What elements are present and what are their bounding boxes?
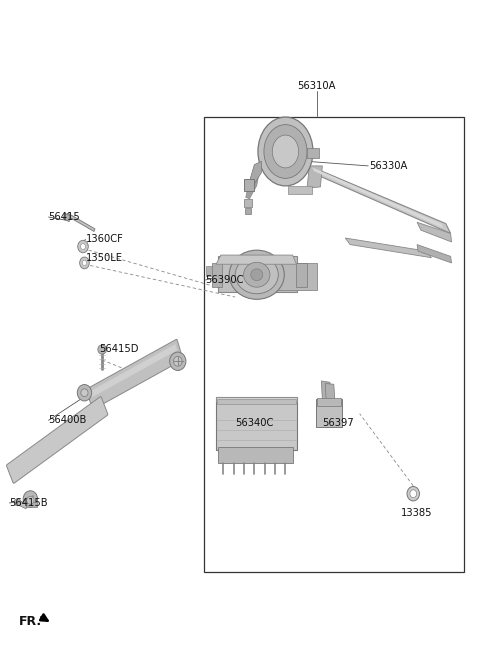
Ellipse shape xyxy=(77,384,92,401)
Polygon shape xyxy=(24,501,36,507)
Polygon shape xyxy=(18,500,27,509)
Polygon shape xyxy=(310,166,451,233)
Text: 56400B: 56400B xyxy=(48,415,87,425)
Text: 56330A: 56330A xyxy=(369,161,408,171)
Ellipse shape xyxy=(173,356,182,366)
Ellipse shape xyxy=(80,257,89,269)
Polygon shape xyxy=(218,256,298,292)
Polygon shape xyxy=(345,238,432,258)
Ellipse shape xyxy=(258,117,313,186)
Ellipse shape xyxy=(82,260,86,265)
Polygon shape xyxy=(246,171,259,198)
Ellipse shape xyxy=(23,491,37,507)
Polygon shape xyxy=(212,263,222,287)
Polygon shape xyxy=(244,198,252,207)
Ellipse shape xyxy=(169,352,186,371)
Text: 56390C: 56390C xyxy=(205,275,244,285)
Polygon shape xyxy=(307,148,319,158)
Bar xyxy=(317,398,340,406)
Text: 56397: 56397 xyxy=(323,418,354,428)
FancyBboxPatch shape xyxy=(7,397,108,484)
Ellipse shape xyxy=(410,489,417,497)
Bar xyxy=(204,118,464,572)
Polygon shape xyxy=(312,168,444,228)
Ellipse shape xyxy=(78,240,88,253)
Polygon shape xyxy=(63,213,70,221)
Polygon shape xyxy=(245,208,252,214)
Polygon shape xyxy=(217,399,297,404)
Ellipse shape xyxy=(407,486,420,501)
Polygon shape xyxy=(325,384,335,399)
Polygon shape xyxy=(249,162,262,187)
FancyBboxPatch shape xyxy=(87,340,183,409)
Text: 56415D: 56415D xyxy=(99,344,138,355)
Polygon shape xyxy=(417,244,452,263)
Bar xyxy=(316,399,342,427)
Polygon shape xyxy=(307,166,323,188)
Polygon shape xyxy=(288,185,312,194)
Polygon shape xyxy=(297,263,307,287)
Text: 13385: 13385 xyxy=(400,509,432,518)
Polygon shape xyxy=(216,255,297,264)
Text: 56310A: 56310A xyxy=(297,81,336,91)
Ellipse shape xyxy=(98,345,107,354)
Ellipse shape xyxy=(27,496,34,504)
Text: 56415B: 56415B xyxy=(9,498,48,508)
Ellipse shape xyxy=(229,250,284,300)
Polygon shape xyxy=(67,213,95,231)
Ellipse shape xyxy=(272,135,299,168)
Text: 1350LE: 1350LE xyxy=(86,253,123,263)
Bar xyxy=(218,447,293,463)
Ellipse shape xyxy=(14,499,21,506)
Bar xyxy=(216,397,298,450)
Polygon shape xyxy=(205,266,223,276)
Polygon shape xyxy=(216,397,298,402)
Polygon shape xyxy=(23,495,33,507)
Text: 1360CF: 1360CF xyxy=(86,235,124,244)
Ellipse shape xyxy=(81,389,88,397)
Text: 56415: 56415 xyxy=(48,212,80,222)
Polygon shape xyxy=(417,222,452,242)
Ellipse shape xyxy=(243,262,270,287)
Bar xyxy=(244,179,254,191)
Text: 56340C: 56340C xyxy=(235,418,274,428)
Text: FR.: FR. xyxy=(19,615,42,628)
Ellipse shape xyxy=(235,256,278,294)
Polygon shape xyxy=(278,263,317,290)
Ellipse shape xyxy=(251,269,263,281)
FancyBboxPatch shape xyxy=(90,344,177,397)
Polygon shape xyxy=(322,381,331,399)
Ellipse shape xyxy=(81,244,85,250)
Ellipse shape xyxy=(264,125,307,178)
